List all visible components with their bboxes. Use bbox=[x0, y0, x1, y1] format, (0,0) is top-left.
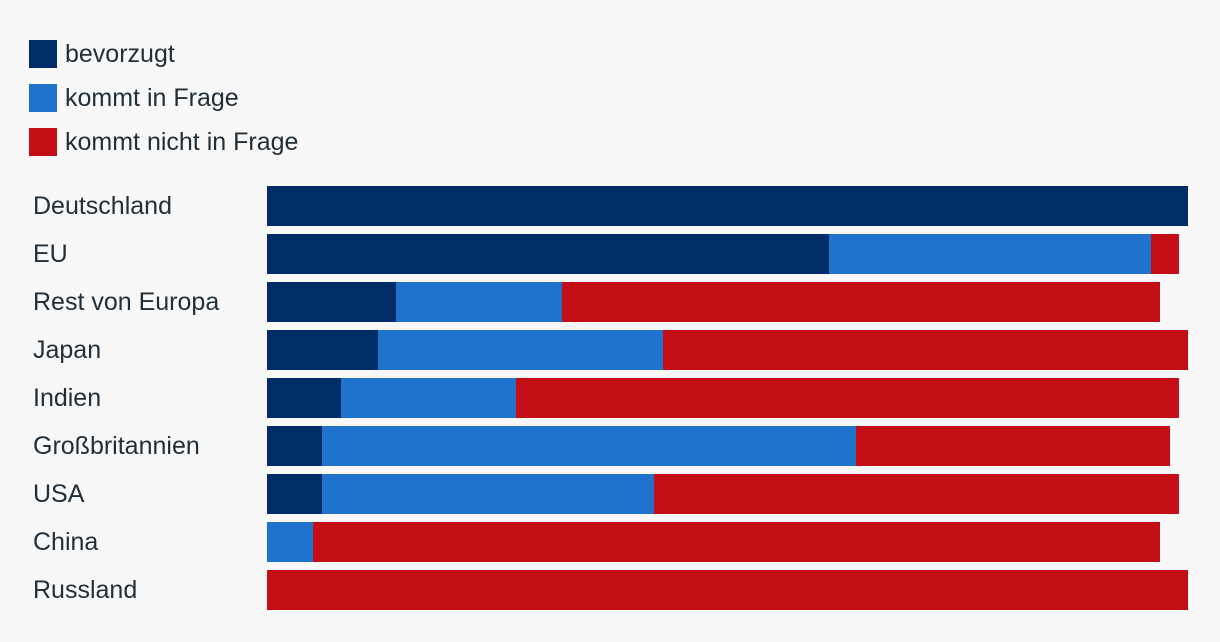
bar-track bbox=[267, 330, 1188, 370]
bar-segment-kommt-nicht-in-frage bbox=[856, 426, 1170, 466]
row-label: Großbritannien bbox=[33, 431, 200, 460]
bar-segment-bevorzugt bbox=[267, 330, 378, 370]
bar-track bbox=[267, 378, 1188, 418]
bar-segment-kommt-nicht-in-frage bbox=[267, 570, 1188, 610]
bar-segment-kommt-nicht-in-frage bbox=[561, 282, 1161, 322]
legend-item-kommt-nicht-in-frage: kommt nicht in Frage bbox=[29, 128, 298, 156]
chart-row-china: China bbox=[0, 522, 1220, 562]
legend-label: kommt nicht in Frage bbox=[65, 128, 299, 156]
row-label: Japan bbox=[33, 335, 102, 364]
chart: Deutschland EU Rest von Europa Japan Indien G… bbox=[0, 186, 1220, 618]
legend: bevorzugt kommt in Frage kommt nicht in … bbox=[29, 40, 298, 172]
row-label: Russland bbox=[33, 575, 138, 604]
legend-item-kommt-in-frage: kommt in Frage bbox=[29, 84, 298, 112]
chart-row-eu: EU bbox=[0, 234, 1220, 274]
row-label: EU bbox=[33, 239, 68, 268]
chart-row-indien: Indien bbox=[0, 378, 1220, 418]
bar-segment-kommt-in-frage bbox=[340, 378, 516, 418]
legend-swatch-icon bbox=[29, 84, 57, 112]
chart-row-russland: Russland bbox=[0, 570, 1220, 610]
bar-segment-bevorzugt bbox=[267, 282, 396, 322]
bar-track bbox=[267, 282, 1188, 322]
bar-track bbox=[267, 426, 1188, 466]
bar-track bbox=[267, 474, 1188, 514]
bar-segment-bevorzugt bbox=[267, 474, 323, 514]
bar-segment-kommt-nicht-in-frage bbox=[1151, 234, 1179, 274]
bar-segment-kommt-in-frage bbox=[377, 330, 664, 370]
row-label: China bbox=[33, 527, 99, 556]
bar-segment-kommt-in-frage bbox=[395, 282, 562, 322]
bar-segment-bevorzugt bbox=[267, 426, 323, 466]
bar-segment-kommt-nicht-in-frage bbox=[313, 522, 1161, 562]
bar-track bbox=[267, 234, 1188, 274]
chart-row-rest-von-europa: Rest von Europa bbox=[0, 282, 1220, 322]
row-label: Deutschland bbox=[33, 191, 172, 220]
bar-segment-bevorzugt bbox=[267, 378, 341, 418]
legend-label: kommt in Frage bbox=[65, 84, 239, 112]
bar-segment-kommt-in-frage bbox=[828, 234, 1152, 274]
chart-row-usa: USA bbox=[0, 474, 1220, 514]
legend-label: bevorzugt bbox=[65, 40, 175, 68]
row-label: Rest von Europa bbox=[33, 287, 220, 316]
legend-swatch-icon bbox=[29, 40, 57, 68]
bar-track bbox=[267, 570, 1188, 610]
row-label: Indien bbox=[33, 383, 102, 412]
bar-segment-bevorzugt bbox=[267, 234, 829, 274]
bar-track bbox=[267, 186, 1188, 226]
chart-row-deutschland: Deutschland bbox=[0, 186, 1220, 226]
bar-segment-kommt-in-frage bbox=[322, 426, 857, 466]
bar-segment-kommt-in-frage bbox=[267, 522, 314, 562]
legend-swatch-icon bbox=[29, 128, 57, 156]
chart-row-gro-britannien: Großbritannien bbox=[0, 426, 1220, 466]
bar-track bbox=[267, 522, 1188, 562]
chart-row-japan: Japan bbox=[0, 330, 1220, 370]
row-label: USA bbox=[33, 479, 85, 508]
bar-segment-bevorzugt bbox=[267, 186, 1188, 226]
bar-segment-kommt-nicht-in-frage bbox=[663, 330, 1188, 370]
bar-segment-kommt-nicht-in-frage bbox=[653, 474, 1179, 514]
bar-segment-kommt-nicht-in-frage bbox=[515, 378, 1179, 418]
bar-segment-kommt-in-frage bbox=[322, 474, 654, 514]
legend-item-bevorzugt: bevorzugt bbox=[29, 40, 298, 68]
